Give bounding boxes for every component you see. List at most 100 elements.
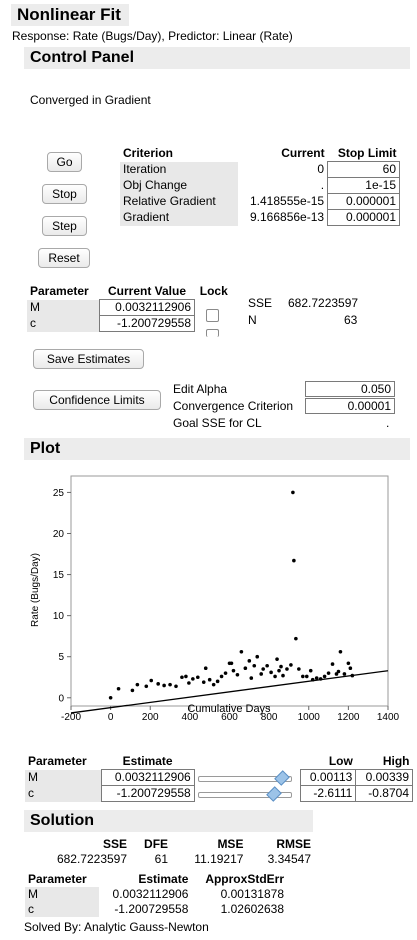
data-point xyxy=(116,686,121,691)
criterion-name: Relative Gradient xyxy=(120,193,238,210)
criterion-table: Criterion Current Stop Limit Iteration 0… xyxy=(120,146,400,226)
x-tick-label: 1200 xyxy=(337,712,360,723)
data-point xyxy=(187,681,191,685)
low-input[interactable]: 0.00113 xyxy=(299,769,357,786)
data-point xyxy=(330,662,335,666)
reset-button[interactable]: Reset xyxy=(38,248,90,268)
x-tick-label: 400 xyxy=(182,712,199,723)
data-point xyxy=(211,682,216,687)
data-point xyxy=(243,666,248,671)
data-point xyxy=(252,663,257,668)
lock-checkbox-c[interactable] xyxy=(206,329,219,337)
estimate-header: Estimate xyxy=(138,872,189,886)
data-point xyxy=(292,558,296,563)
solved-by: Solved By: Analytic Gauss-Newton xyxy=(24,920,209,934)
parameter-header: Parameter xyxy=(28,754,87,769)
data-point xyxy=(259,672,264,676)
estimate-input[interactable]: -1.200729558 xyxy=(100,785,195,802)
data-point xyxy=(203,666,208,671)
current-value-input[interactable]: 0.0032112906 xyxy=(98,299,196,316)
data-point xyxy=(336,669,341,674)
data-point xyxy=(162,683,166,688)
y-tick-label: 20 xyxy=(53,529,65,540)
parameter-name: M xyxy=(25,769,101,786)
data-point xyxy=(294,636,298,641)
solution-title[interactable]: Solution xyxy=(24,810,313,832)
high-input[interactable]: -0.8704 xyxy=(355,785,413,802)
plot-title[interactable]: Plot xyxy=(24,438,410,460)
control-panel-title[interactable]: Control Panel xyxy=(24,47,410,69)
criterion-current: . xyxy=(320,178,325,192)
report-subtitle: Response: Rate (Bugs/Day), Predictor: Li… xyxy=(12,29,293,43)
estimate-header: Estimate xyxy=(122,754,173,768)
criterion-name: Iteration xyxy=(120,161,238,178)
slider-track-m[interactable] xyxy=(198,776,292,782)
stop-limit-input[interactable]: 1e-15 xyxy=(327,177,400,194)
stop-limit-input[interactable]: 0.000001 xyxy=(327,209,400,226)
n-value: 63 xyxy=(344,313,358,327)
data-point xyxy=(229,661,234,666)
slider-track-c[interactable] xyxy=(198,792,292,798)
x-tick-label: 1000 xyxy=(298,712,321,723)
data-point xyxy=(285,667,289,671)
data-point xyxy=(156,682,160,686)
stop-button[interactable]: Stop xyxy=(42,184,87,204)
convergence-status: Converged in Gradient xyxy=(30,93,151,107)
estimate-value: 0.0032112906 xyxy=(112,887,189,901)
x-tick-label: 800 xyxy=(261,712,278,723)
stop-limit-input[interactable]: 0.000001 xyxy=(327,193,400,210)
save-estimates-button[interactable]: Save Estimates xyxy=(33,349,144,369)
y-tick-label: 5 xyxy=(58,652,64,663)
rmse-header: RMSE xyxy=(276,837,311,851)
criterion-current: 0 xyxy=(317,162,325,176)
dfe-header: DFE xyxy=(144,837,169,851)
data-point xyxy=(322,674,327,679)
x-tick-label: 0 xyxy=(108,712,114,723)
convergence-criterion-label: Convergence Criterion xyxy=(173,399,294,413)
data-point xyxy=(265,663,269,668)
parameter-name: c xyxy=(25,785,101,802)
parameter-header: Parameter xyxy=(28,872,87,886)
convergence-criterion-input[interactable]: 0.00001 xyxy=(305,398,395,414)
go-button[interactable]: Go xyxy=(47,152,82,172)
data-point xyxy=(191,677,195,681)
stderr-value: 0.00131878 xyxy=(220,887,284,901)
y-tick-label: 25 xyxy=(53,488,65,499)
data-point xyxy=(255,654,260,659)
plot-parameter-table: Parameter Estimate Low High M 0.00321129… xyxy=(25,754,413,802)
current-value-header: Current Value xyxy=(108,284,187,298)
data-point xyxy=(207,677,212,682)
lock-checkbox-m[interactable] xyxy=(206,309,219,322)
step-button[interactable]: Step xyxy=(42,216,87,236)
high-input[interactable]: 0.00339 xyxy=(355,769,413,786)
x-tick-label: 200 xyxy=(142,712,159,723)
parameter-current-table: Parameter Current Value Lock M 0.0032112… xyxy=(27,284,233,332)
fit-line xyxy=(70,670,389,714)
stderr-header: ApproxStdErr xyxy=(205,872,284,886)
stop-limit-input[interactable]: 60 xyxy=(327,161,400,178)
lock-header: Lock xyxy=(199,284,228,299)
report-title[interactable]: Nonlinear Fit xyxy=(11,4,129,26)
data-point xyxy=(304,674,309,679)
current-value-input[interactable]: -1.200729558 xyxy=(98,315,196,332)
data-point xyxy=(326,671,331,675)
edit-alpha-input[interactable]: 0.050 xyxy=(305,381,395,397)
data-point xyxy=(215,679,220,684)
data-point xyxy=(301,674,305,679)
data-point xyxy=(291,490,295,495)
data-point xyxy=(273,674,277,679)
estimate-input[interactable]: 0.0032112906 xyxy=(100,769,195,786)
parameter-name: c xyxy=(25,902,99,917)
mse-header: MSE xyxy=(217,837,244,851)
low-header: Low xyxy=(328,754,353,768)
criterion-header: Criterion xyxy=(123,146,174,161)
confidence-limits-button[interactable]: Confidence Limits xyxy=(33,390,161,410)
data-point xyxy=(297,667,301,671)
data-point xyxy=(135,682,140,687)
sse-value: 682.7223597 xyxy=(288,296,359,310)
data-point xyxy=(308,668,313,673)
low-input[interactable]: -2.6111 xyxy=(299,785,357,802)
y-tick-label: 10 xyxy=(53,611,65,622)
data-point xyxy=(201,680,206,684)
data-point xyxy=(342,672,347,676)
